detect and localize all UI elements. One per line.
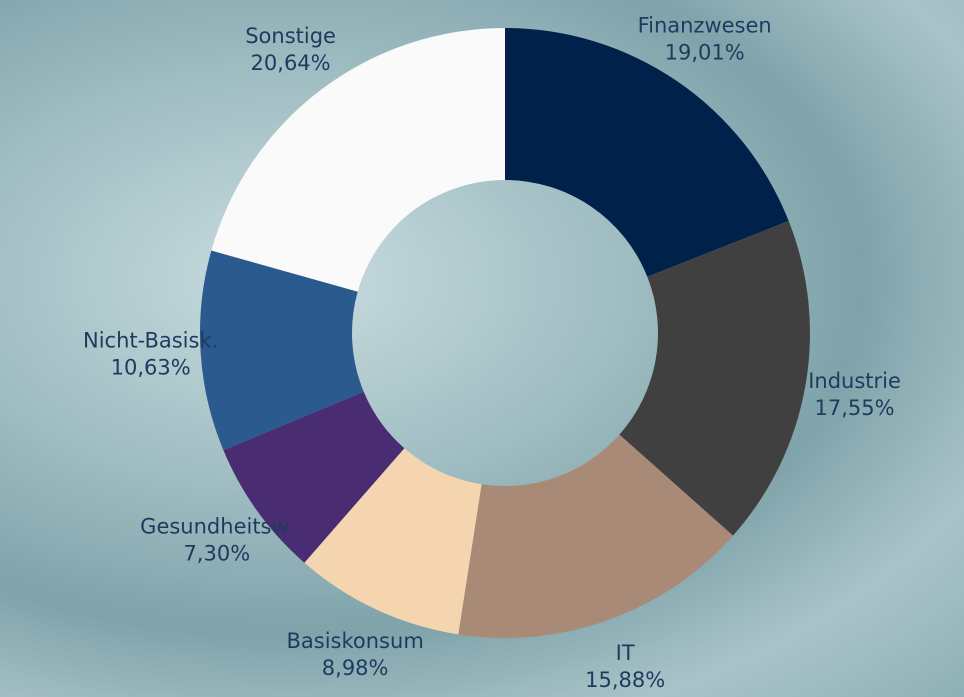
donut-slice (458, 434, 733, 638)
slice-value: 15,88% (585, 668, 665, 692)
slice-label: Sonstige (245, 24, 336, 48)
donut-slice (200, 250, 364, 451)
donut-slice (304, 448, 482, 635)
donut-slice (211, 28, 506, 292)
donut-slice (505, 28, 789, 277)
slice-label: Gesundheitsw. (140, 514, 293, 538)
slice-value: 7,30% (183, 541, 250, 565)
slice-value: 20,64% (251, 51, 331, 75)
donut-slice (619, 220, 810, 536)
slice-value: 8,98% (322, 656, 389, 680)
slice-label: Nicht-Basisk. (83, 328, 218, 352)
donut-slice (223, 391, 405, 563)
slice-label: Finanzwesen (638, 13, 772, 37)
slice-label: Industrie (808, 369, 901, 393)
slice-label: Basiskonsum (287, 629, 424, 653)
slice-value: 17,55% (815, 396, 895, 420)
slice-value: 19,01% (665, 40, 745, 64)
slice-value: 10,63% (111, 355, 191, 379)
slice-label: IT (616, 641, 635, 665)
